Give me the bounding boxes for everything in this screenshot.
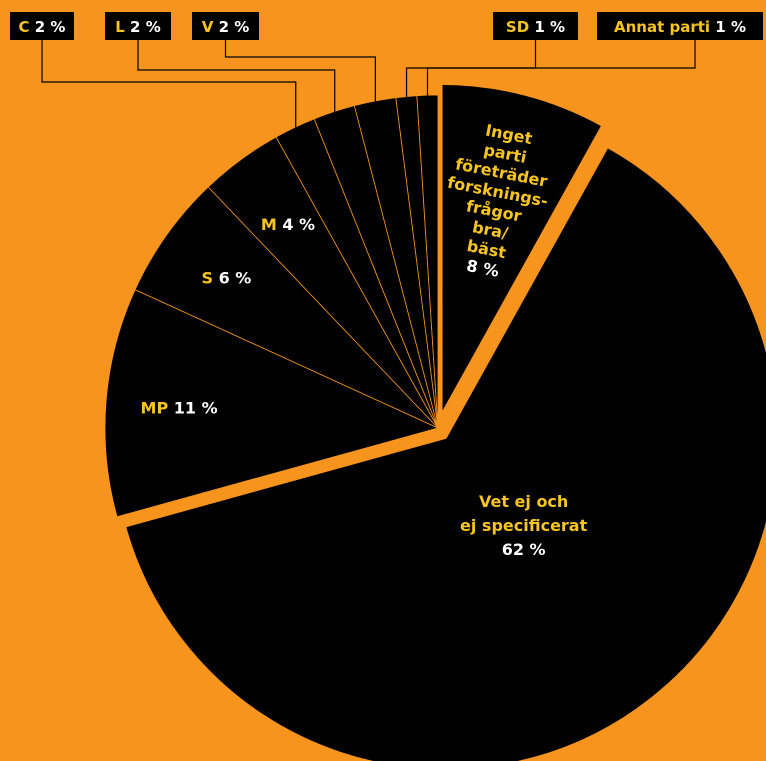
slice-labels: Ingetpartiföreträderforsknings-frågorbra… [141, 115, 588, 559]
leader-line-l [137, 40, 336, 114]
slice-label-v: V 2 % [202, 18, 250, 36]
label-box-v [192, 12, 259, 40]
boxed-labels: C 2 % L 2 % V 2 % SD 1 % Annat parti 1 % [10, 12, 763, 40]
slice-label-inget-parti-företräder-forskningsfrågor-bra-bäst: Ingetpartiföreträderforsknings-frågorbra… [431, 115, 561, 287]
leader-line-v [224, 40, 376, 103]
pie-slice-inget-parti-företräder-forskningsfrågor-bra-bäst [439, 81, 605, 418]
slice-label-s: S 6 % [202, 268, 252, 287]
leader-line-annat-parti [426, 40, 696, 98]
slice-label-annat-parti: Annat parti 1 % [614, 18, 746, 36]
label-box-c [10, 12, 74, 40]
label-leader-lines [41, 40, 696, 130]
slice-label-vet-ej-och-ej-specificerat: Vet ej och ej specificerat 62 % [460, 492, 588, 559]
slice-label-mp: MP 11 % [141, 398, 218, 417]
slice-label-sd: SD 1 % [506, 18, 565, 36]
pie-slice-mp [104, 289, 439, 518]
label-box-annat-parti [597, 12, 763, 40]
pie-slices [104, 81, 766, 761]
label-box-sd [493, 12, 578, 40]
pie-slice-s [134, 186, 439, 429]
label-box-l [105, 12, 171, 40]
pie-slice-vet-ej-och-ej-specificerat [122, 144, 766, 761]
slice-label-l: L 2 % [115, 18, 160, 36]
leader-line-c [41, 40, 297, 130]
slice-label-c: C 2 % [19, 18, 66, 36]
slice-label-m: M 4 % [261, 215, 315, 234]
